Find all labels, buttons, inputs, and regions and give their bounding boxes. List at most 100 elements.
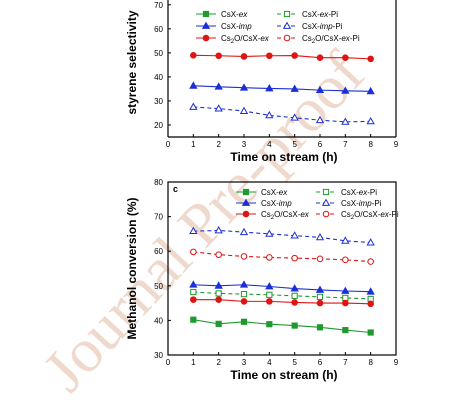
data-point: [367, 258, 374, 265]
data-point: [189, 102, 198, 110]
legend-item: Cs2O/CsX-ex: [196, 34, 270, 45]
legend: CsX-ex CsX-ex-Pi CsX-imp CsX-imp-Pi Cs2O/CsX…: [236, 188, 399, 221]
data-point: [290, 113, 299, 121]
x-tick-label: 5: [292, 358, 297, 367]
legend-marker: [282, 21, 292, 29]
legend-label: Cs2O/CsX-ex-Pi: [302, 34, 360, 45]
y-axis-title: styrene selectivity: [125, 10, 139, 114]
legend-item: CsX-imp-Pi: [277, 21, 343, 31]
data-point: [315, 85, 325, 94]
series-line: [193, 85, 371, 92]
plot-border: [167, 181, 397, 356]
data-point: [316, 299, 324, 307]
x-tick-label: 0: [166, 358, 171, 367]
data-point: [215, 251, 222, 258]
data-point: [214, 226, 223, 234]
data-point: [266, 254, 273, 261]
data-point: [240, 253, 248, 260]
data-point: [265, 229, 274, 237]
legend-label: CsX-imp: [221, 22, 252, 31]
data-point: [239, 106, 249, 114]
watermark-layer: Journal Pre-proof: [31, 39, 378, 404]
data-point: [291, 292, 298, 299]
legend-marker: [322, 210, 330, 218]
legend-label: Cs2O/CsX-ex: [261, 210, 310, 221]
data-point: [315, 232, 325, 241]
data-point: [316, 324, 324, 331]
legend-marker: [202, 34, 210, 42]
y-tick-label: 80: [154, 178, 163, 187]
series-line: [193, 319, 371, 334]
x-tick-label: 0: [166, 140, 171, 149]
data-point: [190, 296, 197, 303]
data-point: [342, 326, 349, 334]
x-axis-title: Time on stream (h): [230, 368, 337, 382]
legend-label: CsX-ex-Pi: [302, 10, 338, 19]
x-tick-label: 4: [267, 140, 272, 149]
data-point: [265, 84, 274, 92]
legend-item: CsX-ex-Pi: [316, 188, 377, 197]
y-tick-label: 30: [154, 351, 163, 360]
data-point: [214, 281, 223, 289]
x-tick-label: 8: [368, 140, 373, 149]
methanol-conversion-chart: 0 1 2 3 4 5 6 7 8 9 30 40 50 60 70 80 Time on stream (h)…: [125, 178, 399, 382]
data-point: [341, 86, 350, 94]
x-tick-label: 4: [267, 358, 272, 367]
data-point: [366, 86, 375, 95]
series-line: [193, 229, 371, 244]
y-tick-label: 60: [154, 25, 163, 34]
data-point: [342, 256, 349, 264]
data-point: [266, 321, 273, 328]
x-tick-label: 3: [242, 140, 247, 149]
legend-label: Cs2O/CsX-ex-Pi: [341, 210, 399, 221]
data-point: [290, 231, 299, 239]
legend-label: CsX-imp-Pi: [341, 199, 382, 208]
series-csx-imp: [189, 280, 375, 295]
data-point: [215, 52, 222, 60]
legend-item: CsX-imp-Pi: [316, 198, 382, 208]
series-cs2o-csx-ex: [190, 296, 374, 308]
data-point: [315, 285, 325, 293]
data-point: [240, 291, 248, 298]
series-csx-imp-pi: [189, 102, 375, 125]
data-point: [239, 83, 249, 91]
x-tick-label: 2: [216, 358, 221, 367]
series-line: [193, 54, 371, 60]
legend-marker: [321, 198, 331, 206]
data-point: [214, 82, 223, 90]
data-point: [189, 81, 198, 89]
data-point: [240, 298, 248, 305]
y-tick-label: 20: [154, 121, 163, 130]
data-point: [367, 55, 374, 63]
data-point: [316, 293, 324, 300]
y-tick-label: 50: [154, 49, 163, 58]
legend-marker: [241, 198, 251, 206]
data-point: [215, 296, 222, 303]
series-line: [193, 284, 371, 293]
legend-label: CsX-ex: [221, 10, 248, 19]
data-point: [190, 248, 197, 256]
data-point: [215, 320, 222, 327]
y-tick-label: 40: [154, 316, 163, 325]
legend-marker: [242, 188, 250, 196]
legend-label: Cs2O/CsX-ex: [221, 34, 270, 45]
legend-marker: [201, 21, 211, 29]
series-line: [193, 106, 371, 123]
data-point: [265, 282, 274, 290]
data-point: [290, 84, 299, 92]
legend-marker: [242, 210, 250, 218]
x-tick-label: 6: [318, 358, 323, 367]
x-tick-label: 1: [191, 358, 196, 367]
data-point: [341, 236, 350, 244]
data-point: [190, 316, 197, 323]
y-axis-title: Methanol conversion (%): [125, 197, 139, 339]
data-point: [291, 322, 298, 329]
axes-frame: [167, 181, 397, 356]
data-point: [190, 51, 197, 59]
data-point: [291, 52, 298, 59]
data-point: [316, 255, 324, 263]
data-point: [190, 288, 197, 296]
data-point: [341, 117, 350, 125]
axes-frame: [167, 0, 397, 138]
